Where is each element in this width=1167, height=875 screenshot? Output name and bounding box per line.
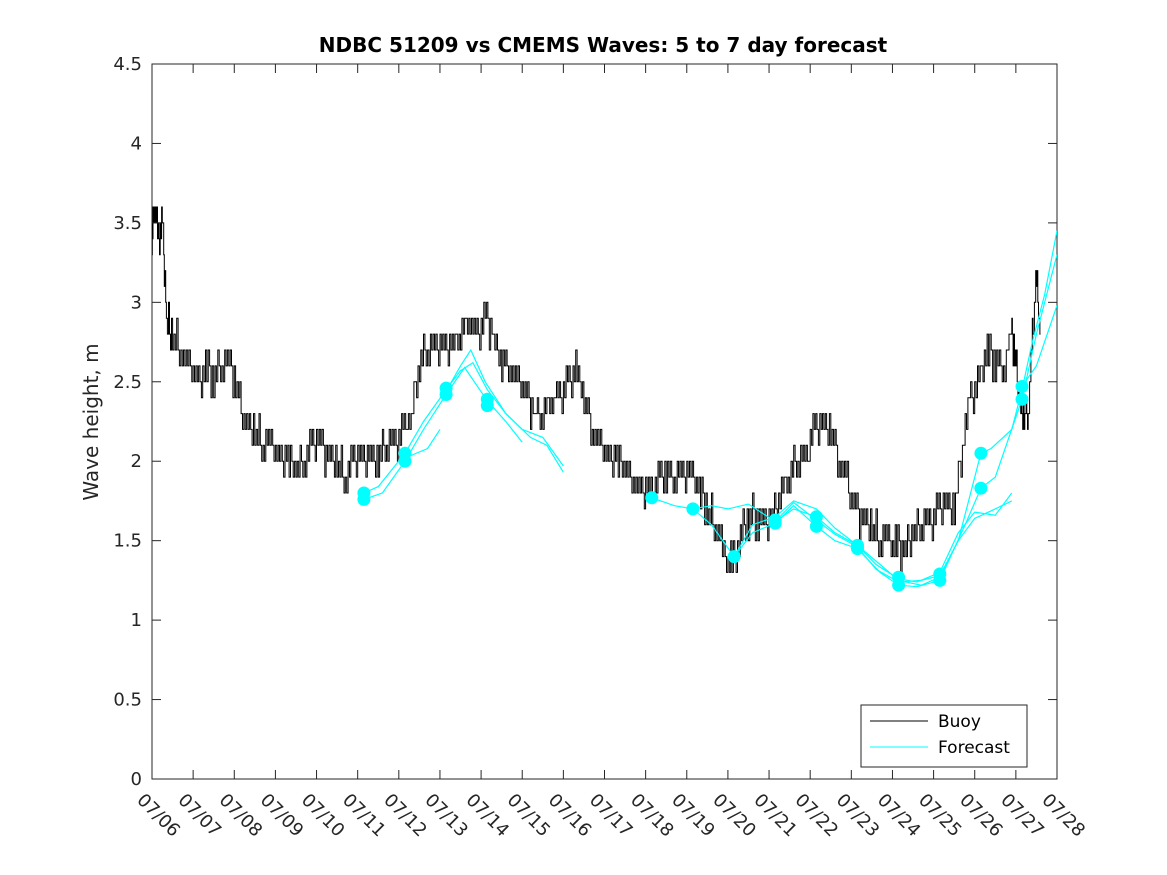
y-tick-label: 4 xyxy=(131,133,142,154)
y-tick-label: 0.5 xyxy=(113,690,142,711)
x-tick-label: 07/17 xyxy=(585,790,637,842)
x-tick-label: 07/22 xyxy=(791,790,843,842)
y-tick-label: 2 xyxy=(131,451,142,472)
forecast-marker xyxy=(809,510,823,524)
forecast-marker xyxy=(480,399,494,413)
x-tick-label: 07/24 xyxy=(873,790,925,842)
forecast-marker xyxy=(727,550,741,564)
x-tick-label: 07/15 xyxy=(503,790,555,842)
y-tick-label: 0 xyxy=(131,769,142,790)
x-tick-label: 07/18 xyxy=(626,790,678,842)
forecast-marker xyxy=(398,454,412,468)
legend-box xyxy=(860,704,1028,768)
x-tick-label: 07/09 xyxy=(256,790,308,842)
forecast-marker xyxy=(1015,380,1029,393)
plot-area xyxy=(151,63,1058,780)
forecast-marker xyxy=(645,491,659,505)
forecast-marker xyxy=(851,542,864,556)
forecast-line xyxy=(692,254,1057,588)
forecast-line xyxy=(404,429,441,459)
x-tick-label: 07/26 xyxy=(955,790,1007,842)
forecast-marker xyxy=(974,446,988,460)
forecast-marker xyxy=(892,578,906,592)
forecast-marker xyxy=(686,502,700,516)
forecast-marker xyxy=(933,573,947,587)
y-tick-label: 2.5 xyxy=(113,372,142,393)
x-tick-label: 07/16 xyxy=(544,790,596,842)
x-tick-label: 07/20 xyxy=(708,790,760,842)
forecast-marker xyxy=(974,481,988,495)
chart-title: NDBC 51209 vs CMEMS Waves: 5 to 7 day fo… xyxy=(319,33,888,57)
forecast-line xyxy=(733,492,1013,583)
x-tick-label: 07/11 xyxy=(338,790,390,842)
legend: Buoy Forecast xyxy=(860,704,1028,768)
forecast-marker xyxy=(809,519,823,533)
x-tick-label: 07/08 xyxy=(215,790,267,842)
x-tick-label: 07/25 xyxy=(914,790,966,842)
y-tick-label: 3.5 xyxy=(113,213,142,234)
forecast-line xyxy=(445,348,564,473)
x-tick-label: 07/07 xyxy=(174,790,226,842)
forecast-marker xyxy=(1015,392,1029,406)
forecast-line xyxy=(651,230,1057,586)
x-tick-label: 07/23 xyxy=(832,790,884,842)
x-tick-label: 07/27 xyxy=(996,790,1048,842)
y-tick-label: 1 xyxy=(131,610,142,631)
y-axis: 0 0.5 1 1.5 2 2.5 3 3.5 4 4.5 xyxy=(113,54,1057,790)
forecast-marker xyxy=(768,516,782,530)
forecast-marker xyxy=(357,492,371,506)
x-tick-label: 07/28 xyxy=(1037,790,1089,842)
x-tick-label: 07/10 xyxy=(297,790,349,842)
x-tick-label: 07/14 xyxy=(462,790,514,842)
plot-frame xyxy=(151,63,1058,780)
x-tick-label: 07/06 xyxy=(132,790,184,842)
x-tick-label: 07/13 xyxy=(420,790,472,842)
x-tick-label: 07/19 xyxy=(667,790,719,842)
legend-forecast-label: Forecast xyxy=(938,738,1010,758)
y-tick-label: 4.5 xyxy=(113,54,142,75)
y-tick-label: 3 xyxy=(131,292,142,313)
x-tick-label: 07/12 xyxy=(379,790,431,842)
y-tick-label: 1.5 xyxy=(113,531,142,552)
legend-buoy-label: Buoy xyxy=(938,712,981,732)
x-tick-label: 07/21 xyxy=(750,790,802,842)
y-axis-label: Wave height, m xyxy=(79,343,103,500)
buoy-series-line xyxy=(152,206,1041,573)
forecast-marker xyxy=(439,388,453,401)
forecast-line xyxy=(1021,305,1057,387)
